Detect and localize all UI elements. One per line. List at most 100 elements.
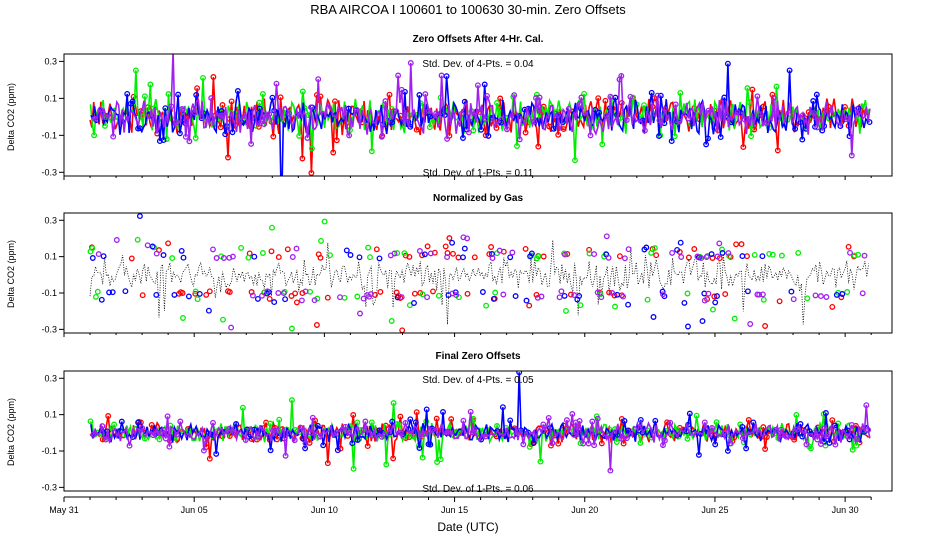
data-point — [389, 119, 396, 126]
data-point — [603, 233, 610, 240]
data-point — [523, 297, 530, 304]
data-point — [292, 290, 299, 297]
data-point — [267, 420, 274, 427]
data-point — [733, 241, 740, 248]
data-point — [845, 243, 852, 250]
data-point — [134, 236, 141, 243]
data-point — [398, 294, 405, 301]
data-point — [826, 439, 833, 446]
data-point — [407, 60, 414, 66]
data-point — [621, 417, 628, 424]
data-point — [259, 250, 266, 256]
data-point — [178, 247, 185, 254]
data-point — [401, 250, 408, 257]
data-point — [194, 296, 201, 303]
data-point — [333, 137, 340, 144]
data-point — [790, 296, 797, 303]
data-point — [762, 323, 769, 329]
data-point — [437, 456, 444, 463]
data-point — [445, 428, 452, 435]
series-gas4 — [90, 54, 871, 159]
data-point — [751, 251, 758, 258]
data-point — [520, 441, 527, 448]
data-point — [710, 306, 716, 313]
data-point — [376, 255, 383, 262]
data-point — [745, 417, 752, 423]
data-point — [490, 295, 497, 302]
data-point — [239, 404, 246, 411]
data-point — [367, 254, 373, 261]
data-point — [861, 252, 868, 259]
series-mean-line — [89, 240, 869, 325]
series-gas4 — [95, 233, 868, 331]
data-point — [758, 111, 764, 118]
data-point — [492, 289, 499, 296]
data-point — [668, 138, 675, 145]
data-point — [705, 135, 711, 142]
data-point — [349, 440, 356, 447]
data-point — [722, 291, 729, 298]
data-point — [350, 465, 357, 472]
data-point — [794, 426, 801, 433]
data-point — [461, 245, 468, 252]
data-point — [95, 251, 102, 258]
data-point — [304, 135, 311, 141]
y-tick-label: -0.3 — [41, 167, 57, 177]
data-point — [651, 245, 658, 252]
y-tick-label: 0.1 — [44, 93, 57, 103]
data-point — [550, 125, 557, 132]
data-point — [620, 440, 627, 447]
data-point — [298, 297, 305, 304]
data-point — [556, 294, 563, 301]
data-point — [271, 299, 278, 306]
y-tick-label: 0.1 — [44, 410, 57, 420]
data-point — [585, 440, 592, 447]
data-point — [641, 127, 648, 134]
data-point — [797, 119, 804, 126]
y-tick-label: 0.3 — [44, 215, 57, 225]
data-point — [471, 254, 478, 261]
data-point — [847, 249, 853, 256]
data-point — [164, 413, 171, 420]
data-point — [282, 296, 289, 303]
data-point — [589, 418, 596, 425]
data-point — [614, 431, 621, 438]
data-point — [182, 133, 189, 140]
data-point — [656, 133, 662, 140]
series-gas4 — [90, 402, 872, 474]
data-point — [113, 237, 120, 243]
data-point — [661, 437, 668, 444]
data-point — [354, 437, 361, 443]
data-point — [153, 291, 160, 298]
data-point — [161, 426, 167, 433]
data-point — [266, 295, 273, 302]
data-point — [540, 421, 547, 428]
data-point — [721, 94, 728, 101]
data-point — [259, 91, 266, 97]
data-point — [788, 288, 795, 295]
data-point — [578, 94, 585, 101]
data-point — [749, 86, 756, 93]
data-point — [555, 440, 562, 447]
data-point — [460, 135, 466, 141]
data-point — [684, 290, 691, 297]
data-point — [280, 290, 287, 297]
data-point — [705, 290, 712, 297]
data-point — [549, 440, 556, 446]
data-point — [440, 409, 446, 415]
data-point — [430, 288, 436, 295]
data-point — [609, 290, 616, 296]
data-point — [270, 133, 277, 140]
data-point — [822, 410, 829, 416]
data-point — [397, 413, 404, 420]
data-point — [203, 291, 210, 298]
data-point — [485, 132, 492, 139]
data-point — [660, 291, 666, 298]
data-point — [129, 98, 136, 105]
data-point — [132, 67, 139, 74]
data-point — [799, 112, 806, 119]
data-point — [111, 421, 118, 428]
x-axis: May 31 Jun 05 Jun 10 Jun 15 Jun 20 Jun 25 Jun … — [49, 496, 872, 515]
data-point — [153, 250, 160, 257]
data-point — [859, 290, 866, 297]
